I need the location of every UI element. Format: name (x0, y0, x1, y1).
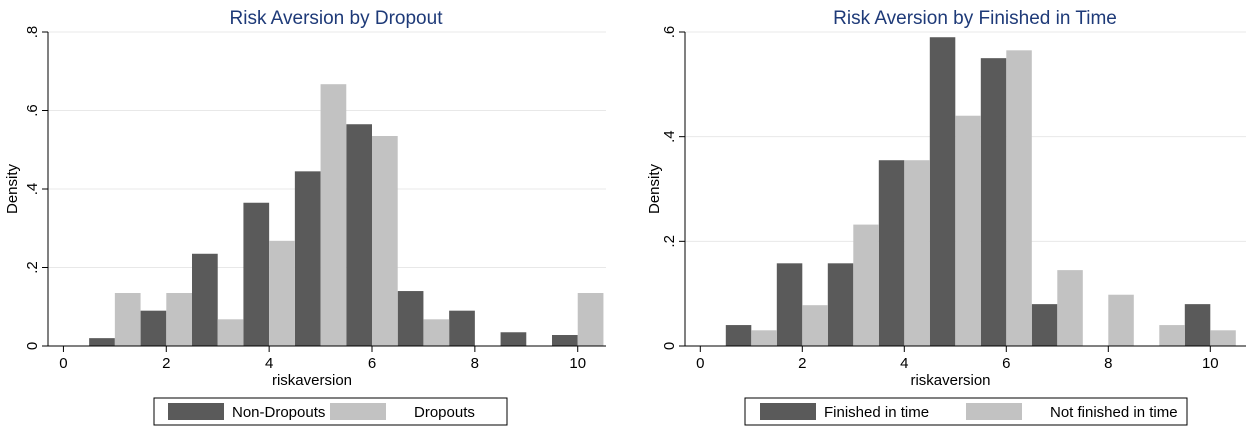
x-axis-label: riskaversion (910, 372, 990, 389)
legend-label: Not finished in time (1050, 404, 1178, 421)
y-tick-label: .2 (661, 235, 678, 248)
y-tick-label: .8 (24, 26, 41, 39)
bar-finished-in-time (929, 37, 956, 346)
legend-label: Finished in time (824, 404, 929, 421)
bar-non-dropouts (552, 335, 578, 346)
bar-finished-in-time (1184, 304, 1211, 346)
bar-dropouts (423, 319, 450, 346)
x-tick-label: 4 (265, 355, 273, 372)
x-tick-label: 10 (569, 355, 586, 372)
y-tick-label: .6 (24, 104, 41, 117)
bar-dropouts (269, 240, 295, 346)
x-tick-label: 8 (1104, 355, 1112, 372)
bar-non-dropouts (449, 310, 475, 346)
y-axis-label: Density (4, 163, 21, 214)
bar-not-finished-in-time (802, 305, 828, 346)
legend-label: Non-Dropouts (232, 404, 325, 421)
bar-non-dropouts (140, 310, 167, 346)
legend-swatch (760, 403, 816, 420)
x-tick-label: 6 (1002, 355, 1010, 372)
bar-dropouts (320, 84, 347, 346)
bar-dropouts (372, 136, 398, 346)
bar-not-finished-in-time (904, 160, 930, 346)
chart-1: Risk Aversion by Dropout 0 .2 .4 .6 .8 0 2 4 6 8 10… (4, 8, 606, 426)
bar-non-dropouts (192, 253, 218, 346)
bar-dropouts (166, 293, 192, 346)
bar-finished-in-time (725, 325, 752, 346)
y-tick-label: 0 (24, 342, 41, 350)
bar-non-dropouts (89, 338, 115, 346)
bar-not-finished-in-time (1057, 270, 1083, 346)
legend-swatch (966, 403, 1022, 420)
legend-swatch (330, 403, 386, 420)
legend: Finished in time Not finished in time (744, 397, 1188, 426)
x-tick-label: 10 (1202, 355, 1219, 372)
bar-non-dropouts (243, 202, 270, 346)
bar-finished-in-time (776, 263, 803, 346)
x-tick-label: 2 (162, 355, 170, 372)
bar-not-finished-in-time (1210, 330, 1236, 346)
legend-swatch (168, 403, 224, 420)
x-tick-label: 8 (471, 355, 479, 372)
chart-2: Risk Aversion by Finished in Time 0 .2 .4 .6… (646, 8, 1246, 426)
x-tick-label: 0 (59, 355, 67, 372)
bar-dropouts (577, 293, 604, 346)
bar-non-dropouts (500, 332, 527, 346)
bar-dropouts (114, 293, 141, 346)
bar-not-finished-in-time (1108, 294, 1134, 346)
bar-not-finished-in-time (955, 115, 981, 346)
x-tick-label: 2 (798, 355, 806, 372)
y-tick-label: 0 (661, 342, 678, 350)
legend-label: Dropouts (414, 404, 475, 421)
x-tick-label: 0 (696, 355, 704, 372)
x-tick-label: 6 (368, 355, 376, 372)
bar-finished-in-time (980, 58, 1007, 347)
x-axis-label: riskaversion (272, 372, 352, 389)
chart-title: Risk Aversion by Finished in Time (833, 8, 1117, 29)
chart-title: Risk Aversion by Dropout (230, 8, 444, 29)
legend: Non-Dropouts Dropouts (153, 397, 508, 426)
bar-non-dropouts (346, 124, 372, 346)
bar-non-dropouts (397, 291, 424, 346)
bar-not-finished-in-time (853, 224, 879, 346)
y-tick-label: .4 (24, 183, 41, 196)
bar-dropouts (217, 319, 244, 346)
bar-non-dropouts (294, 171, 321, 346)
bar-finished-in-time (1031, 304, 1058, 346)
bar-finished-in-time (827, 263, 854, 346)
y-tick-label: .2 (24, 261, 41, 274)
x-tick-label: 4 (900, 355, 908, 372)
y-axis-label: Density (646, 163, 663, 214)
y-tick-label: .4 (661, 130, 678, 143)
bar-finished-in-time (878, 160, 905, 346)
bar-not-finished-in-time (1159, 325, 1185, 346)
y-tick-label: .6 (661, 26, 678, 39)
bar-not-finished-in-time (1006, 50, 1032, 347)
bar-not-finished-in-time (751, 330, 777, 346)
